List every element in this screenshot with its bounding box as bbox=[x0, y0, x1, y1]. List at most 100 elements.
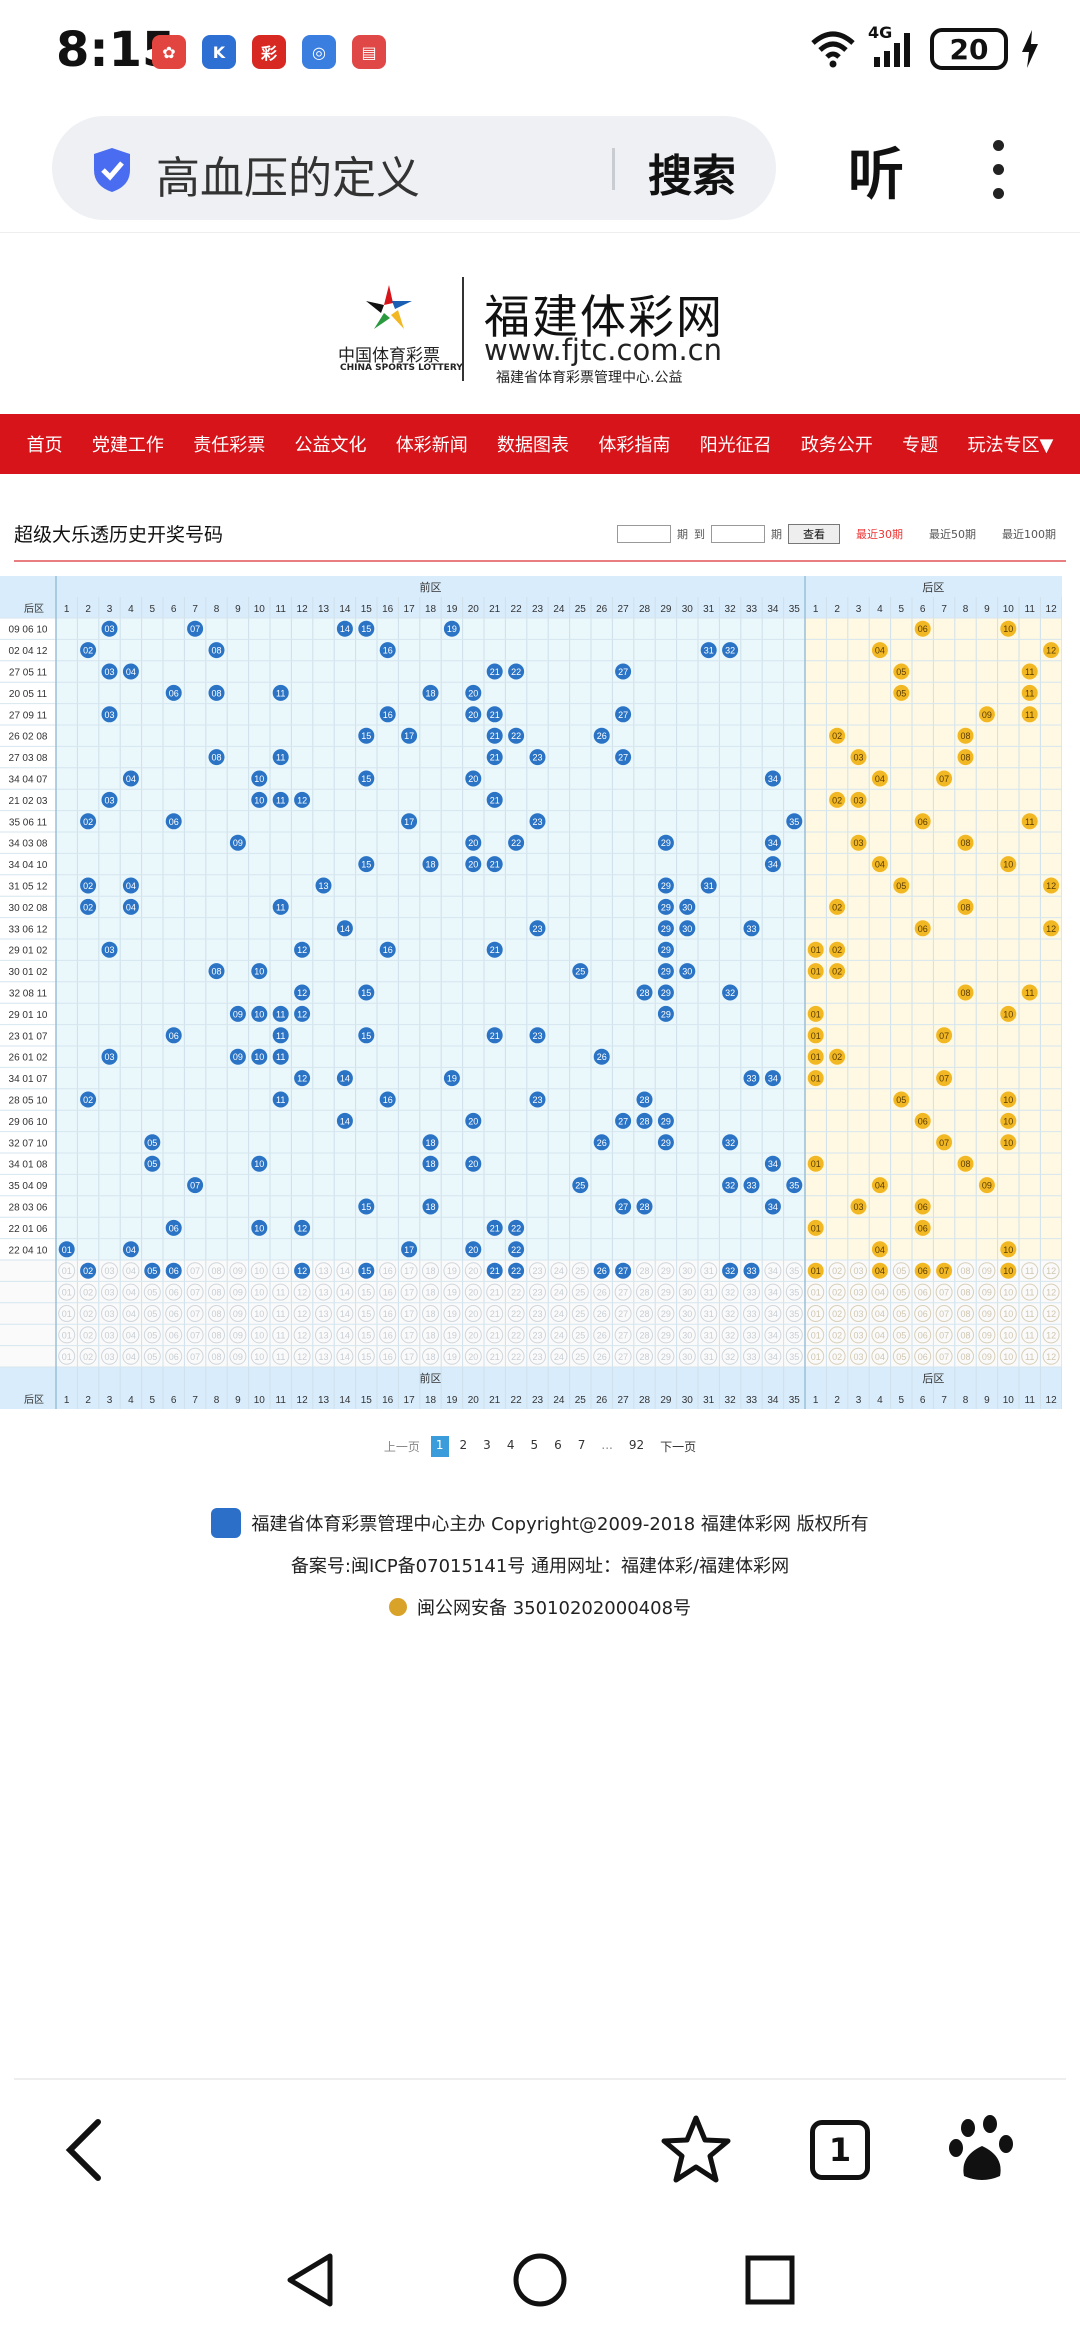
stat-back-ball[interactable] bbox=[999, 1283, 1017, 1301]
stat-back-ball[interactable] bbox=[1021, 1347, 1039, 1365]
stat-front-ball[interactable] bbox=[636, 1262, 653, 1280]
stat-front-ball[interactable] bbox=[101, 1326, 118, 1344]
stat-front-ball[interactable] bbox=[507, 1305, 525, 1322]
stat-front-ball[interactable] bbox=[571, 1326, 589, 1344]
pager-page-1[interactable]: 1 bbox=[430, 1436, 449, 1457]
stat-back-ball[interactable] bbox=[978, 1326, 996, 1344]
stat-front-ball[interactable] bbox=[700, 1283, 718, 1301]
stat-back-ball[interactable] bbox=[935, 1283, 953, 1301]
stat-front-ball[interactable] bbox=[379, 1305, 397, 1322]
stat-front-ball[interactable] bbox=[79, 1283, 97, 1301]
stat-front-ball[interactable] bbox=[636, 1305, 653, 1322]
lottery-logo-icon[interactable] bbox=[364, 283, 414, 333]
stat-back-ball[interactable] bbox=[978, 1305, 996, 1322]
baidu-paw-icon[interactable] bbox=[944, 2110, 1024, 2190]
stat-back-ball[interactable] bbox=[807, 1347, 825, 1365]
stat-front-ball[interactable] bbox=[101, 1347, 118, 1365]
stat-back-ball[interactable] bbox=[850, 1347, 867, 1365]
search-box[interactable]: 高血压的定义 搜索 bbox=[52, 116, 776, 220]
stat-back-ball[interactable] bbox=[871, 1347, 889, 1365]
stat-front-ball[interactable] bbox=[122, 1305, 140, 1322]
stat-front-ball[interactable] bbox=[208, 1262, 225, 1280]
stat-front-ball[interactable] bbox=[529, 1283, 546, 1301]
stat-back-ball[interactable] bbox=[828, 1262, 846, 1280]
stat-front-ball[interactable] bbox=[186, 1262, 204, 1280]
stat-front-ball[interactable] bbox=[315, 1326, 332, 1344]
stat-front-ball[interactable] bbox=[464, 1305, 482, 1322]
stat-front-ball[interactable] bbox=[529, 1326, 546, 1344]
stat-back-ball[interactable] bbox=[914, 1347, 932, 1365]
stat-front-ball[interactable] bbox=[615, 1262, 632, 1279]
query-button[interactable]: 查看 bbox=[788, 524, 840, 544]
stat-front-ball[interactable] bbox=[593, 1326, 611, 1344]
stat-front-ball[interactable] bbox=[143, 1326, 161, 1344]
stat-front-ball[interactable] bbox=[272, 1326, 290, 1344]
stat-front-ball[interactable] bbox=[422, 1305, 439, 1322]
stat-back-ball[interactable] bbox=[935, 1305, 953, 1322]
stat-front-ball[interactable] bbox=[764, 1262, 782, 1280]
period-start-input[interactable] bbox=[617, 525, 671, 543]
stat-back-ball[interactable] bbox=[807, 1305, 825, 1322]
stat-front-ball[interactable] bbox=[250, 1262, 268, 1280]
stat-front-ball[interactable] bbox=[400, 1262, 418, 1280]
stat-front-ball[interactable] bbox=[486, 1326, 504, 1344]
stat-front-ball[interactable] bbox=[508, 1262, 525, 1279]
stat-front-ball[interactable] bbox=[357, 1305, 375, 1322]
stat-front-ball[interactable] bbox=[678, 1347, 696, 1365]
pager-prev[interactable]: 上一页 bbox=[383, 1440, 420, 1454]
stat-back-ball[interactable] bbox=[914, 1305, 932, 1322]
stat-front-ball[interactable] bbox=[614, 1347, 632, 1365]
stat-back-ball[interactable] bbox=[892, 1347, 910, 1365]
stat-front-ball[interactable] bbox=[764, 1283, 782, 1301]
stat-front-ball[interactable] bbox=[464, 1262, 482, 1280]
stat-front-ball[interactable] bbox=[678, 1262, 696, 1280]
stat-back-ball[interactable] bbox=[999, 1347, 1017, 1365]
stat-front-ball[interactable] bbox=[229, 1326, 247, 1344]
footer-police[interactable]: 闽公网安备 35010202000408号 bbox=[416, 1598, 692, 1619]
stat-front-ball[interactable] bbox=[229, 1347, 247, 1365]
stat-front-ball[interactable] bbox=[743, 1283, 760, 1301]
stat-front-ball[interactable] bbox=[58, 1305, 76, 1322]
stat-front-ball[interactable] bbox=[294, 1262, 311, 1279]
stat-front-ball[interactable] bbox=[400, 1305, 418, 1322]
stat-back-ball[interactable] bbox=[1042, 1262, 1060, 1280]
stat-back-ball[interactable] bbox=[1042, 1347, 1060, 1365]
stat-front-ball[interactable] bbox=[721, 1283, 739, 1301]
pager-page-3[interactable]: 3 bbox=[483, 1438, 491, 1452]
stat-front-ball[interactable] bbox=[636, 1347, 653, 1365]
stat-front-ball[interactable] bbox=[186, 1347, 204, 1365]
nav-item-guide[interactable]: 体彩指南 bbox=[598, 435, 671, 456]
stat-front-ball[interactable] bbox=[486, 1305, 504, 1322]
stat-front-ball[interactable] bbox=[379, 1283, 397, 1301]
stat-back-ball[interactable] bbox=[892, 1262, 910, 1280]
pager-page-7[interactable]: 7 bbox=[577, 1438, 586, 1452]
stat-front-ball[interactable] bbox=[315, 1305, 332, 1322]
nav-item-charts[interactable]: 数据图表 bbox=[497, 435, 570, 456]
nav-item-responsibility[interactable]: 责任彩票 bbox=[193, 435, 266, 456]
stat-front-ball[interactable] bbox=[293, 1283, 311, 1301]
stat-back-ball[interactable] bbox=[1021, 1326, 1039, 1344]
stat-front-ball[interactable] bbox=[357, 1326, 375, 1344]
stat-front-ball[interactable] bbox=[400, 1347, 418, 1365]
stat-front-ball[interactable] bbox=[58, 1347, 76, 1365]
stat-front-ball[interactable] bbox=[464, 1347, 482, 1365]
stat-back-ball[interactable] bbox=[1021, 1305, 1039, 1322]
stat-front-ball[interactable] bbox=[122, 1262, 140, 1280]
stat-front-ball[interactable] bbox=[208, 1347, 225, 1365]
stat-back-ball[interactable] bbox=[850, 1262, 867, 1280]
stat-back-ball[interactable] bbox=[850, 1326, 867, 1344]
stat-front-ball[interactable] bbox=[722, 1262, 739, 1279]
stat-front-ball[interactable] bbox=[315, 1283, 332, 1301]
footer-icp[interactable]: 备案号:闽ICP备07015141号 通用网址：福建体彩/福建体彩网 bbox=[290, 1556, 790, 1577]
stat-front-ball[interactable] bbox=[293, 1326, 311, 1344]
stat-front-ball[interactable] bbox=[464, 1326, 482, 1344]
stat-front-ball[interactable] bbox=[293, 1347, 311, 1365]
stat-front-ball[interactable] bbox=[486, 1283, 504, 1301]
stat-back-ball[interactable] bbox=[892, 1305, 910, 1322]
stat-front-ball[interactable] bbox=[144, 1262, 161, 1279]
stat-front-ball[interactable] bbox=[550, 1283, 568, 1301]
stat-front-ball[interactable] bbox=[785, 1283, 803, 1301]
pager-page-6[interactable]: 6 bbox=[554, 1438, 562, 1452]
stat-back-ball[interactable] bbox=[978, 1283, 996, 1301]
stat-front-ball[interactable] bbox=[122, 1347, 140, 1365]
